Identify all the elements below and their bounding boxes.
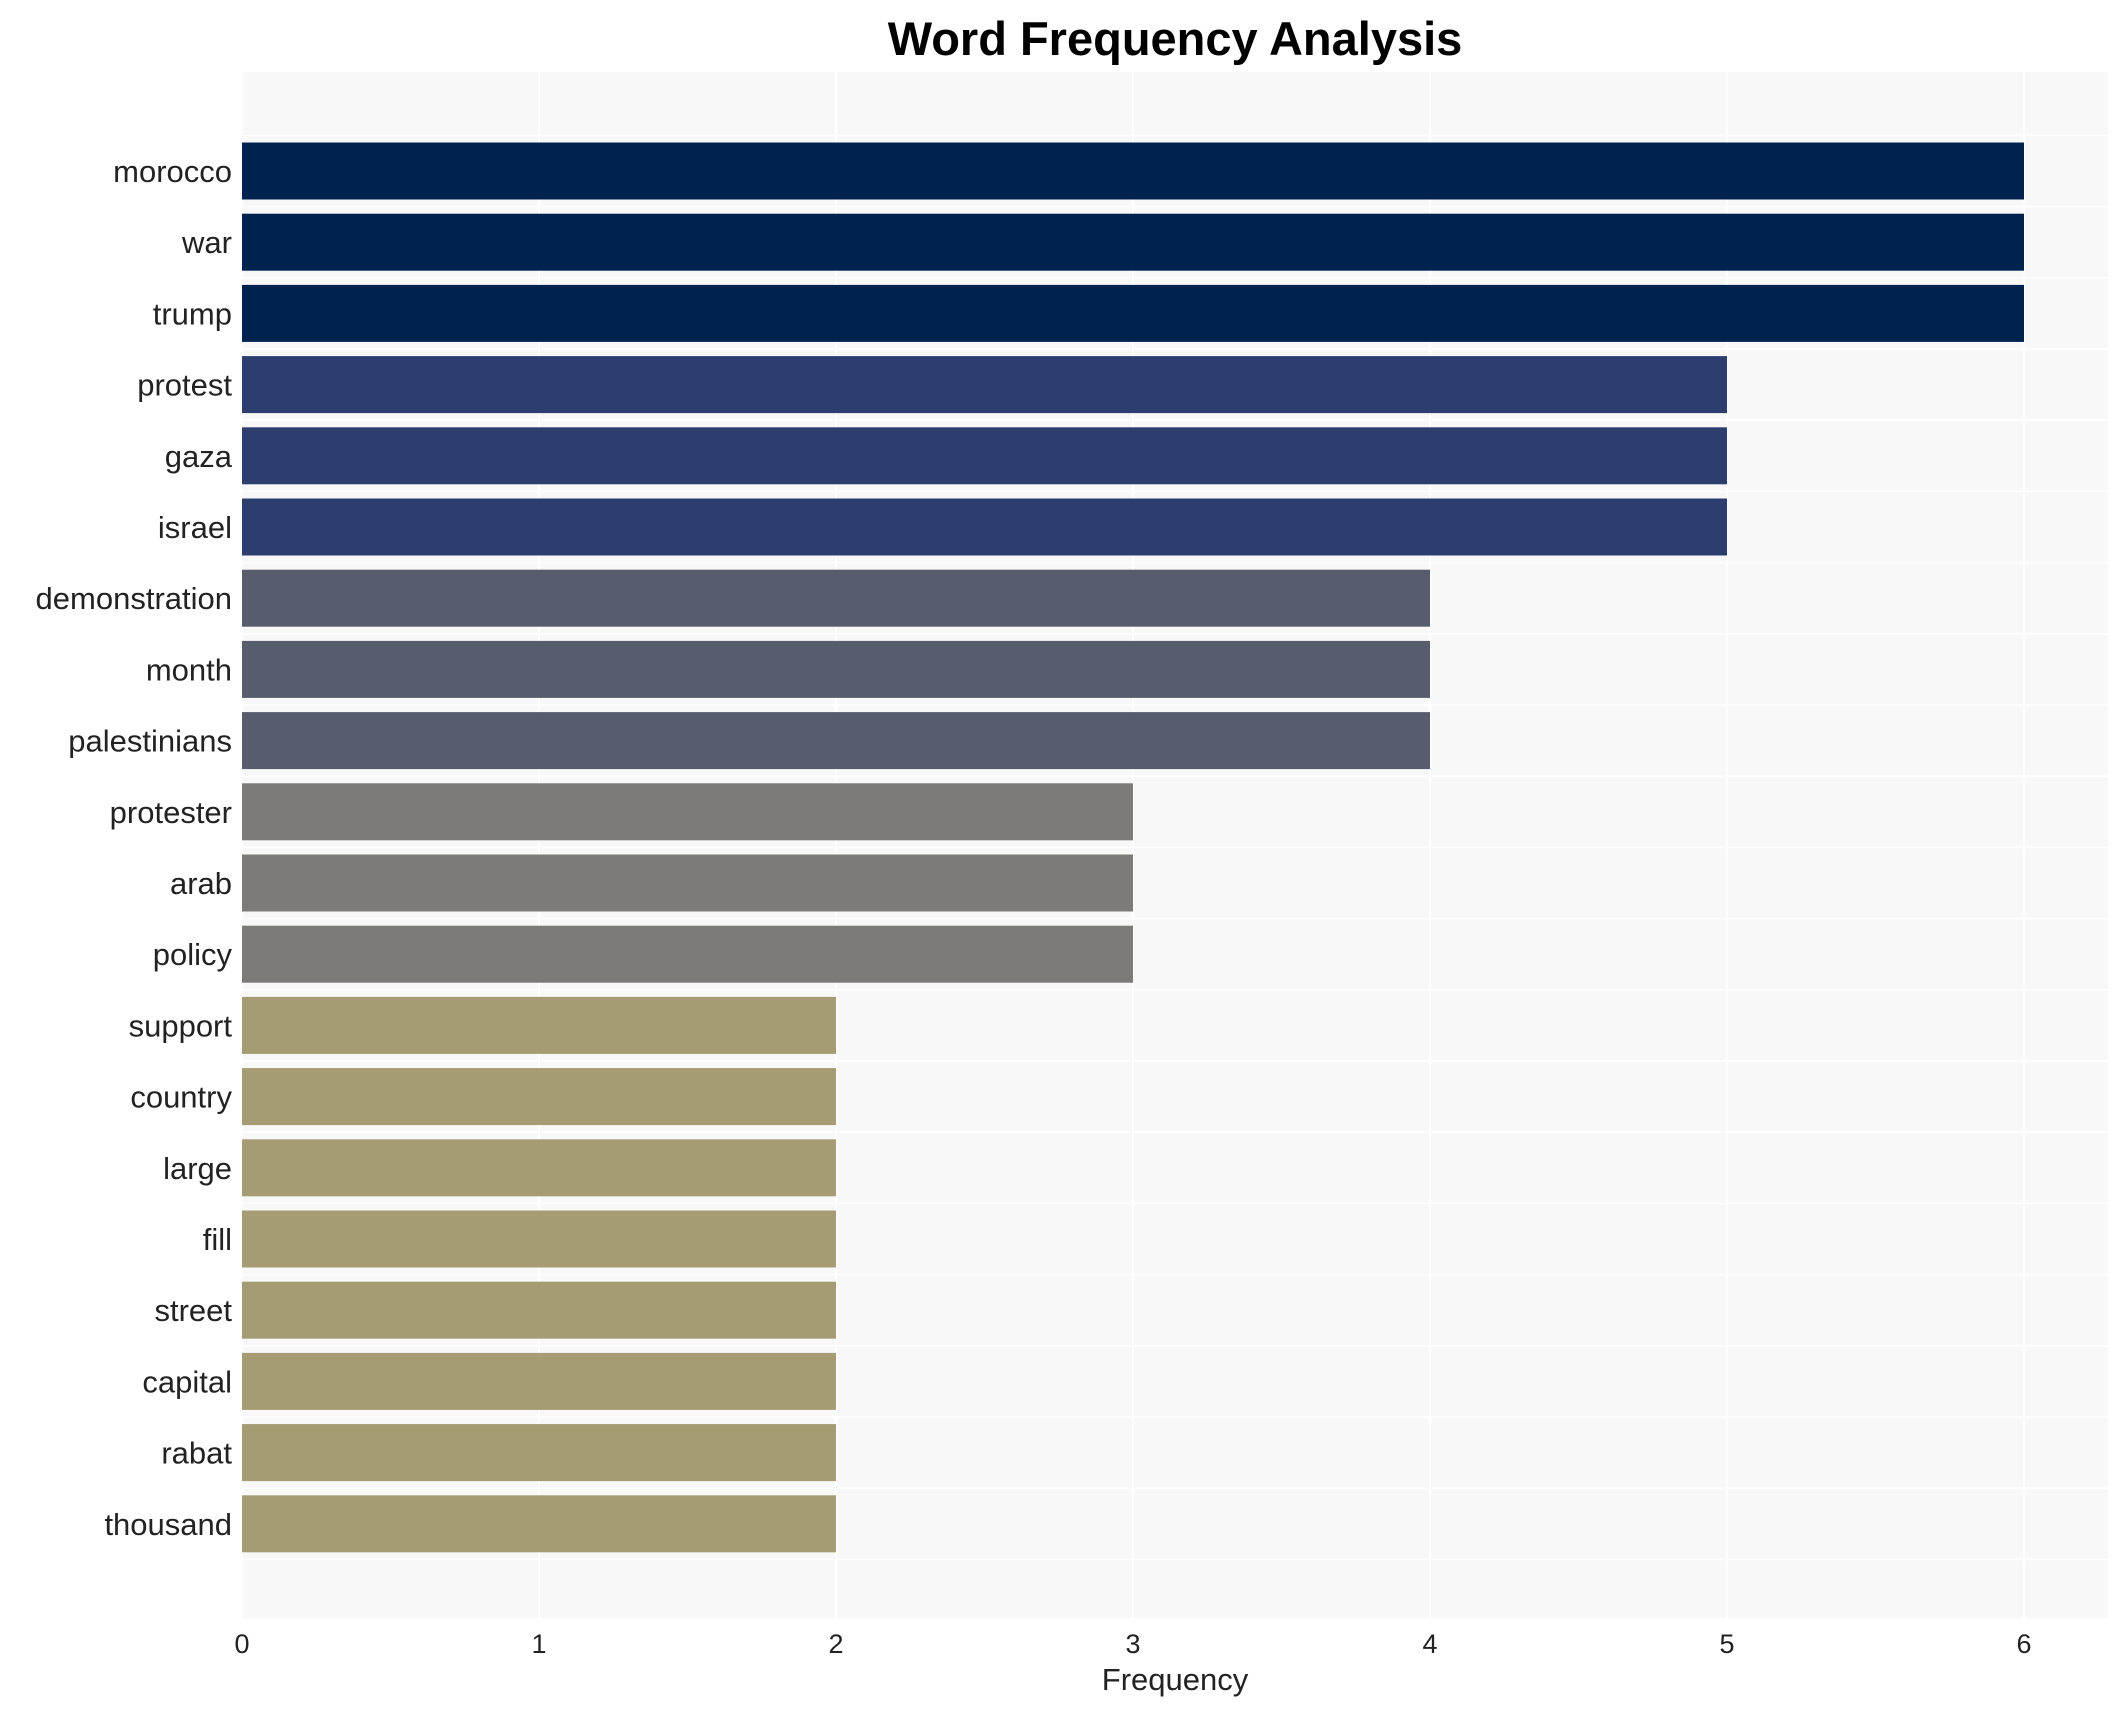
- category-label-fill: fill: [203, 1222, 232, 1257]
- category-label-street: street: [154, 1293, 232, 1328]
- category-label-gaza: gaza: [165, 439, 233, 474]
- bars: [242, 142, 2024, 1553]
- category-label-war: war: [181, 225, 232, 260]
- category-label-support: support: [129, 1008, 233, 1043]
- category-label-demonstration: demonstration: [36, 581, 232, 616]
- x-tick-label: 2: [828, 1629, 843, 1659]
- bar-protest: [242, 356, 1727, 414]
- category-label-capital: capital: [142, 1364, 232, 1399]
- x-tick-labels: 0 1 2 3 4 5 6: [234, 1629, 2031, 1659]
- bar-israel: [242, 498, 1727, 556]
- bar-protester: [242, 783, 1133, 841]
- bar-arab: [242, 854, 1133, 912]
- category-label-israel: israel: [158, 510, 232, 545]
- category-label-arab: arab: [170, 866, 232, 901]
- category-label-policy: policy: [153, 937, 233, 972]
- category-label-rabat: rabat: [161, 1436, 232, 1471]
- bar-gaza: [242, 427, 1727, 485]
- bar-trump: [242, 284, 2024, 342]
- bar-month: [242, 640, 1430, 698]
- x-tick-label: 5: [1719, 1629, 1734, 1659]
- bar-street: [242, 1281, 836, 1339]
- x-tick-label: 0: [234, 1629, 249, 1659]
- category-label-morocco: morocco: [113, 154, 232, 189]
- x-tick-label: 3: [1125, 1629, 1140, 1659]
- bar-fill: [242, 1210, 836, 1268]
- bar-support: [242, 996, 836, 1054]
- category-labels: morocco war trump protest gaza israel demonstr…: [36, 154, 233, 1542]
- category-label-palestinians: palestinians: [68, 724, 232, 759]
- bar-policy: [242, 925, 1133, 983]
- bar-large: [242, 1139, 836, 1197]
- bar-thousand: [242, 1495, 836, 1553]
- bar-demonstration: [242, 569, 1430, 627]
- category-label-country: country: [130, 1080, 232, 1115]
- x-tick-label: 1: [531, 1629, 546, 1659]
- category-label-thousand: thousand: [104, 1507, 232, 1542]
- category-label-protester: protester: [110, 795, 232, 830]
- bar-capital: [242, 1352, 836, 1410]
- chart-title: Word Frequency Analysis: [888, 12, 1463, 65]
- bar-war: [242, 213, 2024, 271]
- x-axis-label: Frequency: [1102, 1662, 1249, 1697]
- bar-palestinians: [242, 712, 1430, 770]
- category-label-trump: trump: [153, 296, 232, 331]
- x-tick-label: 4: [1422, 1629, 1437, 1659]
- bar-country: [242, 1068, 836, 1126]
- category-label-protest: protest: [137, 368, 232, 403]
- bar-morocco: [242, 142, 2024, 200]
- bar-rabat: [242, 1424, 836, 1482]
- x-tick-label: 6: [2016, 1629, 2031, 1659]
- category-label-month: month: [146, 652, 232, 687]
- category-label-large: large: [163, 1151, 232, 1186]
